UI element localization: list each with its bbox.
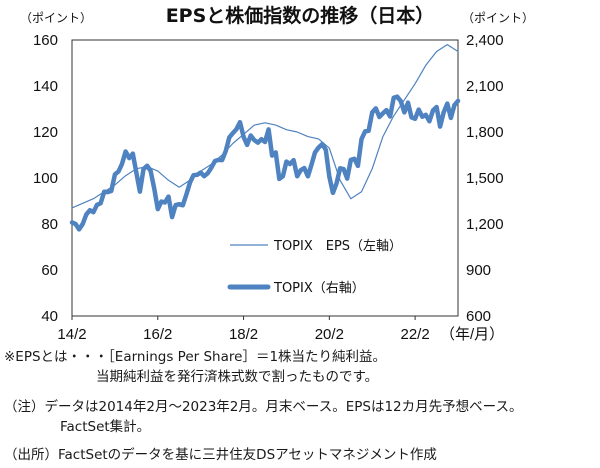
x-axis-tick-label: 16/2 bbox=[143, 326, 172, 343]
left-axis-unit: （ポイント） bbox=[20, 11, 92, 25]
left-axis-tick-label: 80 bbox=[41, 216, 58, 233]
left-axis-tick-label: 140 bbox=[33, 78, 58, 95]
right-axis-tick-label: 1,500 bbox=[466, 170, 504, 187]
note-eps-definition: ※EPSとは・・・［Earnings Per Share］＝1株当たり純利益。 bbox=[4, 349, 387, 365]
left-axis-tick-label: 40 bbox=[41, 308, 58, 325]
x-axis-tick-label: 20/2 bbox=[315, 326, 344, 343]
eps-topix-chart: EPSと株価指数の推移（日本） （ポイント） （ポイント） 40 60 80 100 1… bbox=[20, 4, 534, 343]
series-line-topix bbox=[69, 94, 461, 232]
left-axis-tick-label: 120 bbox=[33, 124, 58, 141]
right-axis-tick-label: 1,200 bbox=[466, 216, 504, 233]
right-axis-tick-label: 2,400 bbox=[466, 32, 504, 49]
x-axis-unit-label: （年/月） bbox=[440, 326, 504, 343]
note-data-period: （注）データは2014年2月～2023年2月。月末ベース。EPSは12カ月先予想… bbox=[4, 399, 523, 415]
x-axis-tick-label: 22/2 bbox=[401, 326, 430, 343]
legend-eps-label: TOPIX EPS（左軸） bbox=[273, 239, 402, 254]
legend: TOPIX EPS（左軸） TOPIX（右軸） bbox=[227, 239, 402, 296]
series-line-topix-eps bbox=[71, 43, 459, 209]
x-axis-ticks: 14/2 16/2 18/2 20/2 22/2 bbox=[57, 316, 430, 343]
legend-topix-label: TOPIX（右軸） bbox=[273, 281, 365, 296]
right-axis-unit: （ポイント） bbox=[462, 11, 534, 25]
note-source: （出所）FactSetのデータを基に三井住友DSアセットマネジメント作成 bbox=[4, 447, 437, 463]
chart-title: EPSと株価指数の推移（日本） bbox=[166, 4, 435, 27]
left-axis-tick-label: 100 bbox=[33, 170, 58, 187]
note-eps-definition-cont: 当期純利益を発行済株式数で割ったものです。 bbox=[96, 369, 379, 385]
plot-area-frame bbox=[71, 39, 459, 317]
x-axis-tick-label: 14/2 bbox=[57, 326, 86, 343]
x-axis-tick-label: 18/2 bbox=[229, 326, 258, 343]
right-axis-tick-label: 600 bbox=[466, 308, 491, 325]
left-axis-tick-label: 60 bbox=[41, 262, 58, 279]
right-axis-tick-label: 1,800 bbox=[466, 124, 504, 141]
left-axis-tick-label: 160 bbox=[33, 32, 58, 49]
right-axis-tick-label: 900 bbox=[466, 262, 491, 279]
right-axis-tick-label: 2,100 bbox=[466, 78, 504, 95]
note-factset: FactSet集計。 bbox=[60, 419, 151, 435]
right-axis-ticks: 600 900 1,200 1,500 1,800 2,100 2,400 bbox=[466, 32, 504, 325]
left-axis-ticks: 40 60 80 100 120 140 160 bbox=[33, 32, 58, 325]
series-layer bbox=[69, 43, 461, 232]
